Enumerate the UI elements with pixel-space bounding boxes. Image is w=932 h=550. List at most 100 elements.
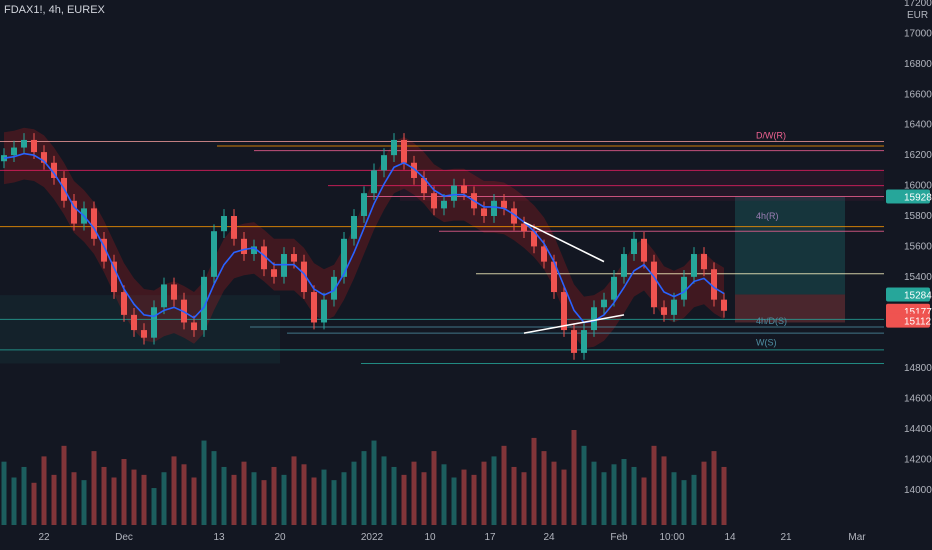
trendline bbox=[523, 314, 625, 334]
volume-bar bbox=[311, 477, 317, 525]
x-tick-label: Feb bbox=[610, 532, 628, 543]
x-tick-label: 21 bbox=[780, 532, 792, 543]
y-tick-label: 14600 bbox=[904, 394, 932, 405]
volume-bar bbox=[301, 464, 307, 525]
x-tick-label: 20 bbox=[274, 532, 286, 543]
x-tick-label: 24 bbox=[543, 532, 555, 543]
candle-body bbox=[201, 276, 207, 331]
candle-body bbox=[241, 238, 247, 255]
volume-bar bbox=[631, 466, 637, 525]
chart-title: FDAX1!, 4h, EUREX bbox=[4, 4, 105, 16]
candle-body bbox=[721, 299, 727, 311]
volume-bar bbox=[481, 461, 487, 525]
y-tick-label: 14800 bbox=[904, 363, 932, 374]
volume-bar bbox=[721, 466, 727, 525]
candles-layer bbox=[1, 133, 727, 360]
volume-bar bbox=[261, 480, 267, 525]
volume-bar bbox=[711, 451, 717, 525]
volume-bar bbox=[161, 472, 167, 525]
x-tick-label: 2022 bbox=[361, 532, 384, 543]
level-label: D/W(R) bbox=[756, 130, 786, 140]
candle-body bbox=[631, 238, 637, 255]
volume-bar bbox=[191, 477, 197, 525]
x-tick-label: Mar bbox=[848, 532, 866, 543]
volume-bar bbox=[221, 466, 227, 525]
candle-body bbox=[401, 139, 407, 163]
moving-average-line bbox=[3, 152, 725, 324]
volume-bar bbox=[391, 466, 397, 525]
candle-body bbox=[571, 330, 577, 353]
candle-body bbox=[91, 208, 97, 239]
volume-bar bbox=[321, 469, 327, 525]
volume-bar bbox=[521, 472, 527, 525]
volume-bar bbox=[651, 445, 657, 525]
trendline bbox=[523, 221, 605, 263]
candle-body bbox=[231, 215, 237, 239]
candle-body bbox=[681, 276, 687, 300]
volume-bar bbox=[11, 477, 17, 525]
y-axis-panel[interactable] bbox=[884, 0, 932, 550]
volume-bar bbox=[121, 459, 127, 525]
volume-bar bbox=[661, 456, 667, 525]
candle-body bbox=[331, 276, 337, 300]
level-label: 4h(R) bbox=[756, 211, 779, 221]
volume-bar bbox=[581, 445, 587, 525]
volume-bar bbox=[351, 461, 357, 525]
candle-body bbox=[701, 254, 707, 270]
candle-body bbox=[641, 238, 647, 262]
candle-body bbox=[541, 246, 547, 262]
volume-bar bbox=[141, 474, 147, 525]
candle-body bbox=[31, 139, 37, 153]
level-label: 4h/D(S) bbox=[756, 316, 787, 326]
candle-body bbox=[371, 170, 377, 194]
candle-body bbox=[141, 330, 147, 338]
moving-average-layer bbox=[3, 152, 725, 324]
x-tick-label: 10 bbox=[424, 532, 436, 543]
volume-bar bbox=[461, 469, 467, 525]
candle-body bbox=[41, 152, 47, 163]
candle-body bbox=[381, 155, 387, 171]
volume-bar bbox=[401, 474, 407, 525]
candle-body bbox=[221, 215, 227, 232]
volume-bar bbox=[451, 477, 457, 525]
volume-bar bbox=[41, 456, 47, 525]
volume-bar bbox=[681, 480, 687, 525]
volume-bar bbox=[611, 464, 617, 525]
candle-body bbox=[651, 261, 657, 308]
x-axis[interactable]: 22 Dec 13 20 2022 10 17 24 Feb 10:00 14 21 Mar bbox=[38, 532, 866, 543]
volume-bar bbox=[101, 466, 107, 525]
candle-body bbox=[21, 139, 27, 148]
volume-bar bbox=[511, 466, 517, 525]
candle-body bbox=[391, 139, 397, 156]
level-labels-layer: D/W(R) 4h(R) 4h/D(S) W(S) bbox=[756, 130, 787, 347]
volume-bar bbox=[231, 474, 237, 525]
candle-body bbox=[441, 200, 447, 209]
candle-body bbox=[71, 200, 77, 224]
candle-body bbox=[101, 238, 107, 262]
candle-body bbox=[691, 254, 697, 277]
volume-bar bbox=[441, 464, 447, 525]
y-tick-label: 16000 bbox=[904, 181, 932, 192]
y-axis[interactable]: 17200 17000 16800 16600 16400 16200 16000 15800… bbox=[904, 0, 932, 496]
take-profit-zone bbox=[735, 196, 845, 295]
candle-body bbox=[431, 193, 437, 209]
candle-body bbox=[451, 185, 457, 201]
x-tick-label: 10:00 bbox=[659, 532, 684, 543]
candle-body bbox=[261, 246, 267, 270]
candle-body bbox=[481, 208, 487, 216]
trendline-layer bbox=[523, 221, 625, 334]
candle-body bbox=[301, 261, 307, 293]
volume-bar bbox=[551, 461, 557, 525]
price-badge-label: 15177 bbox=[904, 307, 932, 318]
x-tick-label: 22 bbox=[38, 532, 50, 543]
volume-bar bbox=[251, 472, 257, 525]
candle-body bbox=[321, 299, 327, 323]
candle-body bbox=[601, 299, 607, 308]
x-tick-label: 14 bbox=[724, 532, 736, 543]
y-tick-label: 15600 bbox=[904, 241, 932, 252]
volume-bar bbox=[181, 464, 187, 525]
volume-bar bbox=[271, 466, 277, 525]
y-tick-label: 16800 bbox=[904, 59, 932, 70]
volume-bar bbox=[341, 472, 347, 525]
